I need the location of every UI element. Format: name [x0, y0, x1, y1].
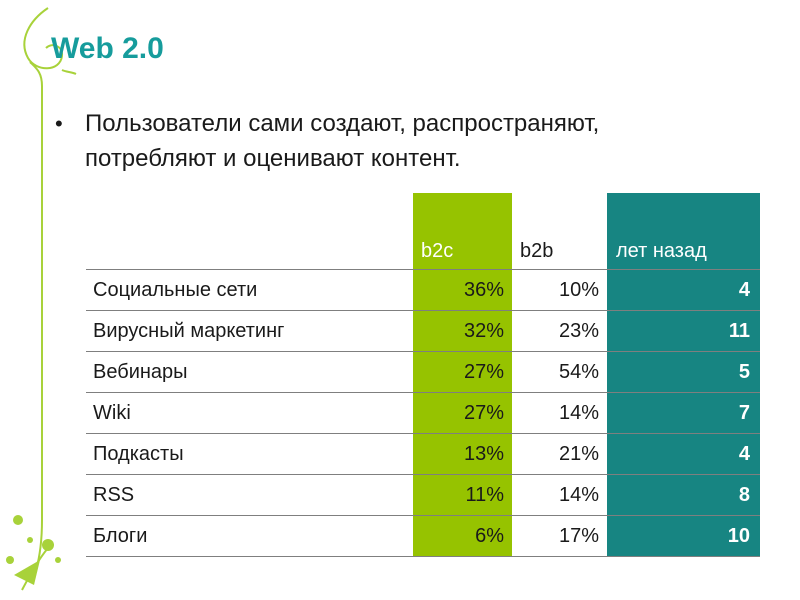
header-b2c: b2c — [413, 193, 512, 270]
cell-b2c: 13% — [413, 433, 512, 475]
cell-b2c: 6% — [413, 515, 512, 557]
cell-name: Wiki — [86, 392, 413, 434]
cell-name: RSS — [86, 474, 413, 516]
cell-name: Блоги — [86, 515, 413, 557]
cell-years: 5 — [607, 351, 760, 393]
cell-name: Вебинары — [86, 351, 413, 393]
header-name — [86, 193, 413, 270]
cell-years: 4 — [607, 433, 760, 475]
cell-b2c: 27% — [413, 392, 512, 434]
bullet-text: Пользователи сами создают, распространяю… — [85, 110, 600, 172]
cell-name: Подкасты — [86, 433, 413, 475]
cell-years: 4 — [607, 269, 760, 311]
cell-years: 8 — [607, 474, 760, 516]
header-years: лет назад — [607, 193, 760, 270]
cell-name: Вирусный маркетинг — [86, 310, 413, 352]
table-row: RSS 11% 14% 8 — [86, 474, 760, 516]
table-row: Подкасты 13% 21% 4 — [86, 433, 760, 475]
cell-years: 10 — [607, 515, 760, 557]
cell-b2c: 11% — [413, 474, 512, 516]
cell-b2c: 36% — [413, 269, 512, 311]
header-b2b: b2b — [520, 240, 554, 262]
stats-table: b2c b2b лет назад Социальные сети 36% 10… — [86, 193, 760, 557]
table-header-row: b2c b2b лет назад — [86, 193, 760, 270]
cell-b2b: 10% — [512, 269, 607, 311]
slide-title: Web 2.0 — [51, 32, 164, 65]
cell-name: Социальные сети — [86, 269, 413, 311]
cell-b2c: 27% — [413, 351, 512, 393]
table-row: Блоги 6% 17% 10 — [86, 515, 760, 557]
cell-years: 7 — [607, 392, 760, 434]
cell-b2b: 21% — [512, 433, 607, 475]
cell-b2b: 23% — [512, 310, 607, 352]
cell-b2b: 54% — [512, 351, 607, 393]
cell-b2b: 14% — [512, 392, 607, 434]
cell-b2c: 32% — [413, 310, 512, 352]
cell-b2b: 14% — [512, 474, 607, 516]
cell-years: 11 — [607, 310, 760, 352]
cell-b2b: 17% — [512, 515, 607, 557]
table-row: Вебинары 27% 54% 5 — [86, 351, 760, 393]
table-row: Вирусный маркетинг 32% 23% 11 — [86, 310, 760, 352]
bullet-dot: • — [55, 111, 63, 136]
table-row: Wiki 27% 14% 7 — [86, 392, 760, 434]
table-row: Социальные сети 36% 10% 4 — [86, 269, 760, 311]
